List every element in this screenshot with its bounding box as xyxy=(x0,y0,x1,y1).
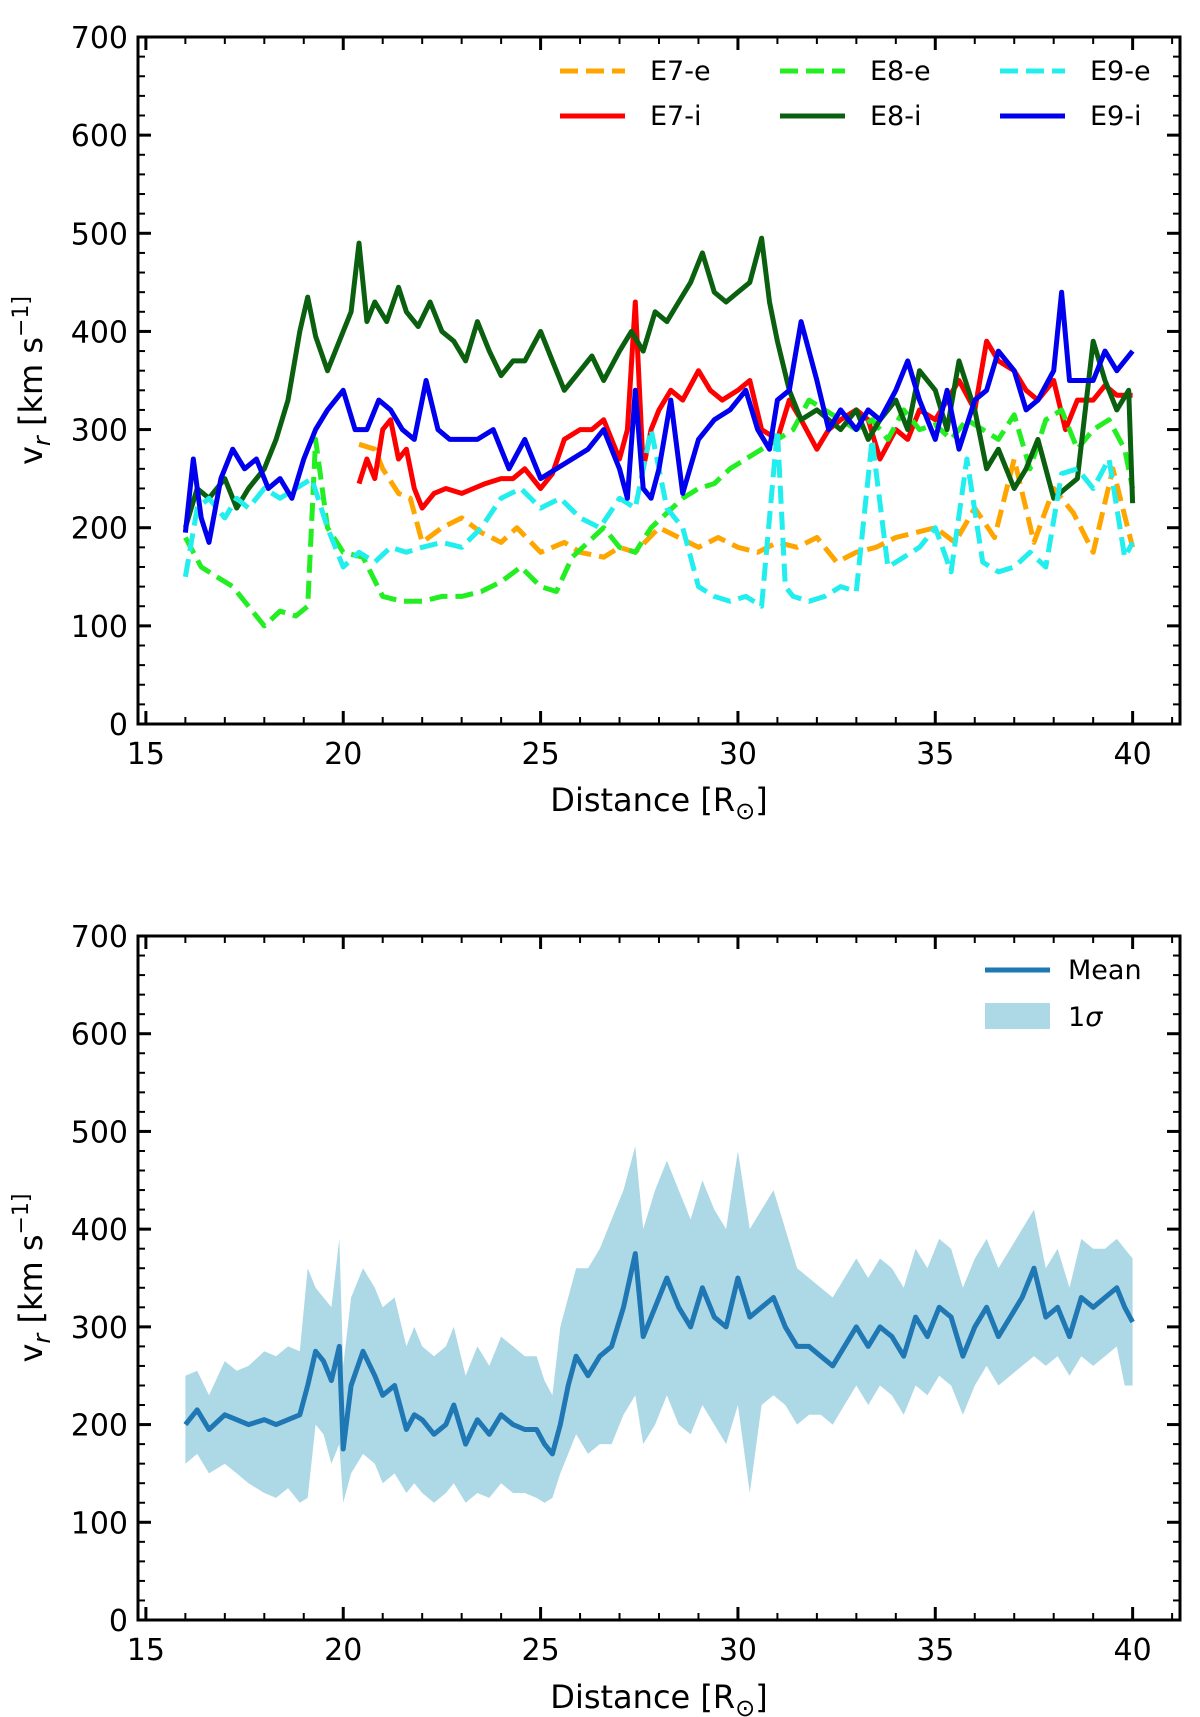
y-tick-label: 700 xyxy=(71,21,128,56)
plot-area xyxy=(182,235,1136,629)
x-axis-label: Distance [R⊙] xyxy=(550,1678,767,1717)
y-tick-label: 500 xyxy=(71,1115,128,1150)
top-panel: 15 20 25 30 35 400100200300400500600700Distan… xyxy=(9,21,1182,825)
y-tick-label: 100 xyxy=(71,1506,128,1541)
x-tick-label: 25 xyxy=(521,737,559,772)
x-tick-label: 35 xyxy=(916,1633,954,1668)
legend-label-e8-e: E8-e xyxy=(870,56,931,87)
legend-label-e7-i: E7-i xyxy=(650,101,701,132)
y-tick-label: 600 xyxy=(71,1018,128,1053)
legend-label-e8-i: E8-i xyxy=(870,101,921,132)
legend-swatch-sigma xyxy=(985,1003,1050,1029)
x-tick-label: 40 xyxy=(1114,737,1152,772)
series-line-e8-e xyxy=(183,397,1136,629)
y-axis-label: vr [km s−1] xyxy=(9,296,56,465)
y-tick-label: 0 xyxy=(109,1604,128,1639)
x-tick-label: 20 xyxy=(324,1633,362,1668)
x-tick-label: 35 xyxy=(916,737,954,772)
legend-label-e7-e: E7-e xyxy=(650,56,711,87)
y-tick-label: 200 xyxy=(71,1409,128,1444)
x-axis-label: Distance [R⊙] xyxy=(550,781,767,825)
x-tick-label: 30 xyxy=(719,1633,757,1668)
y-tick-label: 400 xyxy=(71,1213,128,1248)
y-tick-label: 0 xyxy=(109,708,128,743)
legend-label-sigma: 1σ xyxy=(1068,1002,1103,1033)
y-tick-label: 600 xyxy=(71,119,128,154)
y-tick-label: 500 xyxy=(71,217,128,252)
bottom-panel: 15 20 25 30 35 400100200300400500600700Distan… xyxy=(9,920,1182,1717)
series-line-e7-e xyxy=(358,441,1136,565)
series-line-e9-e xyxy=(182,427,1135,609)
y-tick-label: 200 xyxy=(71,512,128,547)
y-tick-label: 300 xyxy=(71,1311,128,1346)
sigma-band xyxy=(185,1146,1133,1503)
y-tick-label: 400 xyxy=(71,315,128,350)
x-tick-label: 40 xyxy=(1114,1633,1152,1668)
mean-line xyxy=(183,1251,1135,1457)
series-line-e9-i xyxy=(182,289,1135,545)
legend-label-mean: Mean xyxy=(1068,955,1142,986)
y-tick-label: 700 xyxy=(71,920,128,955)
y-axis-label: vr [km s−1] xyxy=(9,1193,56,1362)
axes-frame xyxy=(136,35,1182,726)
x-tick-label: 30 xyxy=(719,737,757,772)
y-tick-label: 300 xyxy=(71,414,128,449)
x-tick-label: 25 xyxy=(521,1633,559,1668)
plot-area xyxy=(183,1146,1135,1503)
series-line-e7-i xyxy=(356,299,1133,511)
x-tick-label: 15 xyxy=(127,1633,165,1668)
y-tick-label: 100 xyxy=(71,610,128,645)
x-tick-label: 15 xyxy=(127,737,165,772)
legend-label-e9-i: E9-i xyxy=(1090,101,1141,132)
legend-label-e9-e: E9-e xyxy=(1090,56,1151,87)
x-tick-label: 20 xyxy=(324,737,362,772)
